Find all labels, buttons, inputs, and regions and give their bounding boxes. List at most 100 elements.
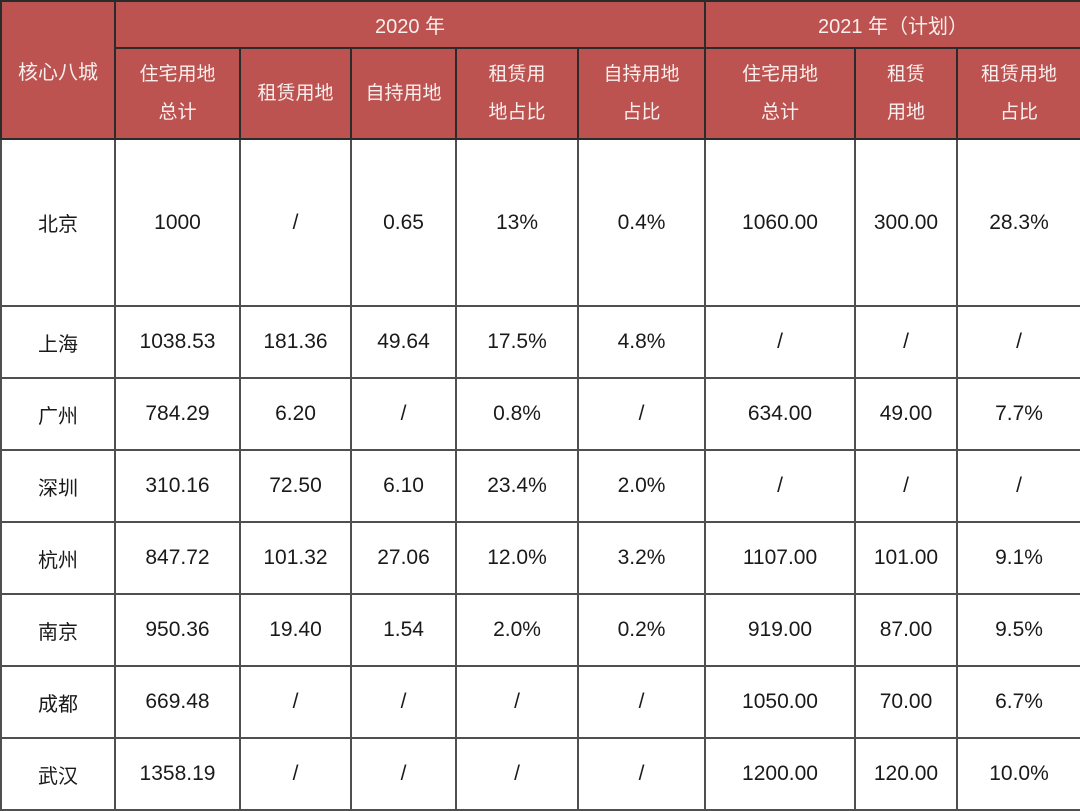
header-row-groups: 核心八城 2020 年 2021 年（计划） (0, 0, 1080, 140)
column-header-line1: 租赁用 (488, 63, 546, 85)
data-cell: 6.20 (239, 377, 352, 451)
data-cell: 9.5% (955, 593, 1080, 667)
table-row-nanjing: 南京 950.36 19.40 1.54 2.0% 0.2% 919.00 87… (0, 593, 1080, 667)
city-cell: 北京 (0, 138, 116, 307)
data-cell: 0.8% (455, 377, 579, 451)
group-header-2021-plan: 2021 年（计划） (703, 0, 1080, 49)
data-cell: 101.32 (239, 521, 352, 595)
data-cell: 1358.19 (114, 737, 241, 811)
data-cell: 3.2% (577, 521, 706, 595)
city-cell: 深圳 (0, 449, 116, 523)
data-cell: 2.0% (455, 593, 579, 667)
group-header-2020: 2020 年 (114, 0, 706, 49)
data-cell: 847.72 (114, 521, 241, 595)
corner-header-cell: 核心八城 (0, 0, 116, 140)
data-cell: 13% (455, 138, 579, 307)
data-cell: 919.00 (704, 593, 856, 667)
table-row-shanghai: 上海 1038.53 181.36 49.64 17.5% 4.8% / / / (0, 305, 1080, 379)
data-cell: 181.36 (239, 305, 352, 379)
data-cell: / (854, 305, 958, 379)
data-cell: / (955, 305, 1080, 379)
city-cell: 上海 (0, 305, 116, 379)
column-header-line2: 总计 (158, 101, 197, 123)
column-header-rental-land-2020: 租赁用地 (239, 47, 352, 140)
data-cell: / (704, 449, 856, 523)
column-header-rental-share-2020: 租赁用 地占比 (455, 47, 579, 140)
data-cell: / (350, 737, 457, 811)
column-header-rental-share-2021: 租赁用地 占比 (955, 47, 1080, 140)
data-cell: 2.0% (577, 449, 706, 523)
column-header-line1: 租赁用地 (981, 63, 1058, 85)
city-cell: 武汉 (0, 737, 116, 811)
column-header-line2: 占比 (1000, 101, 1039, 123)
data-cell: 7.7% (955, 377, 1080, 451)
column-header-residential-total-2021: 住宅用地 总计 (704, 47, 856, 140)
data-cell: / (455, 737, 579, 811)
data-cell: 1.54 (350, 593, 457, 667)
column-header-line1: 自持用地 (603, 63, 680, 85)
table-row-wuhan: 武汉 1358.19 / / / / 1200.00 120.00 10.0% (0, 737, 1080, 811)
column-header-rental-land-2021: 租赁 用地 (854, 47, 958, 140)
table-row-guangzhou: 广州 784.29 6.20 / 0.8% / 634.00 49.00 7.7… (0, 377, 1080, 451)
data-cell: 6.7% (955, 665, 1080, 739)
data-cell: 70.00 (854, 665, 958, 739)
data-cell: 49.64 (350, 305, 457, 379)
data-cell: / (350, 377, 457, 451)
data-cell: 17.5% (455, 305, 579, 379)
data-cell: 72.50 (239, 449, 352, 523)
data-cell: 784.29 (114, 377, 241, 451)
column-header-line2: 占比 (622, 101, 661, 123)
data-cell: 9.1% (955, 521, 1080, 595)
city-cell: 成都 (0, 665, 116, 739)
table-row-hangzhou: 杭州 847.72 101.32 27.06 12.0% 3.2% 1107.0… (0, 521, 1080, 595)
data-cell: 4.8% (577, 305, 706, 379)
data-cell: 634.00 (704, 377, 856, 451)
data-cell: / (350, 665, 457, 739)
table-row-shenzhen: 深圳 310.16 72.50 6.10 23.4% 2.0% / / / (0, 449, 1080, 523)
column-header-line1: 租赁用地 (257, 82, 334, 104)
data-cell: 49.00 (854, 377, 958, 451)
data-cell: 87.00 (854, 593, 958, 667)
data-cell: / (455, 665, 579, 739)
data-cell: / (577, 665, 706, 739)
data-cell: 19.40 (239, 593, 352, 667)
data-cell: / (239, 138, 352, 307)
data-cell: 10.0% (955, 737, 1080, 811)
data-cell: / (577, 377, 706, 451)
data-cell: 28.3% (955, 138, 1080, 307)
column-header-line1: 住宅用地 (741, 63, 818, 85)
column-header-line2: 总计 (760, 101, 799, 123)
data-cell: 300.00 (854, 138, 958, 307)
data-cell: / (239, 665, 352, 739)
column-header-selfhold-land-2020: 自持用地 (350, 47, 457, 140)
table-row-beijing: 北京 1000 / 0.65 13% 0.4% 1060.00 300.00 2… (0, 138, 1080, 307)
data-cell: / (955, 449, 1080, 523)
column-header-residential-total-2020: 住宅用地 总计 (114, 47, 241, 140)
column-header-line2: 地占比 (488, 101, 546, 123)
city-cell: 广州 (0, 377, 116, 451)
data-cell: 0.4% (577, 138, 706, 307)
data-cell: 27.06 (350, 521, 457, 595)
data-cell: / (854, 449, 958, 523)
data-cell: 1060.00 (704, 138, 856, 307)
data-cell: 23.4% (455, 449, 579, 523)
data-cell: / (704, 305, 856, 379)
data-cell: 669.48 (114, 665, 241, 739)
data-cell: 0.2% (577, 593, 706, 667)
column-header-line1: 自持用地 (365, 82, 442, 104)
column-header-line1: 住宅用地 (139, 63, 216, 85)
data-cell: / (239, 737, 352, 811)
data-cell: 101.00 (854, 521, 958, 595)
column-header-line2: 用地 (886, 101, 925, 123)
data-cell: 120.00 (854, 737, 958, 811)
data-cell: 1050.00 (704, 665, 856, 739)
table-row-chengdu: 成都 669.48 / / / / 1050.00 70.00 6.7% (0, 665, 1080, 739)
data-cell: 1107.00 (704, 521, 856, 595)
city-cell: 南京 (0, 593, 116, 667)
data-cell: / (577, 737, 706, 811)
data-cell: 1000 (114, 138, 241, 307)
header-row-columns: 住宅用地 总计 租赁用地 自持用地 租赁用 地占比 自持用地 占比 住宅用地 总 (1, 47, 1080, 140)
data-cell: 310.16 (114, 449, 241, 523)
